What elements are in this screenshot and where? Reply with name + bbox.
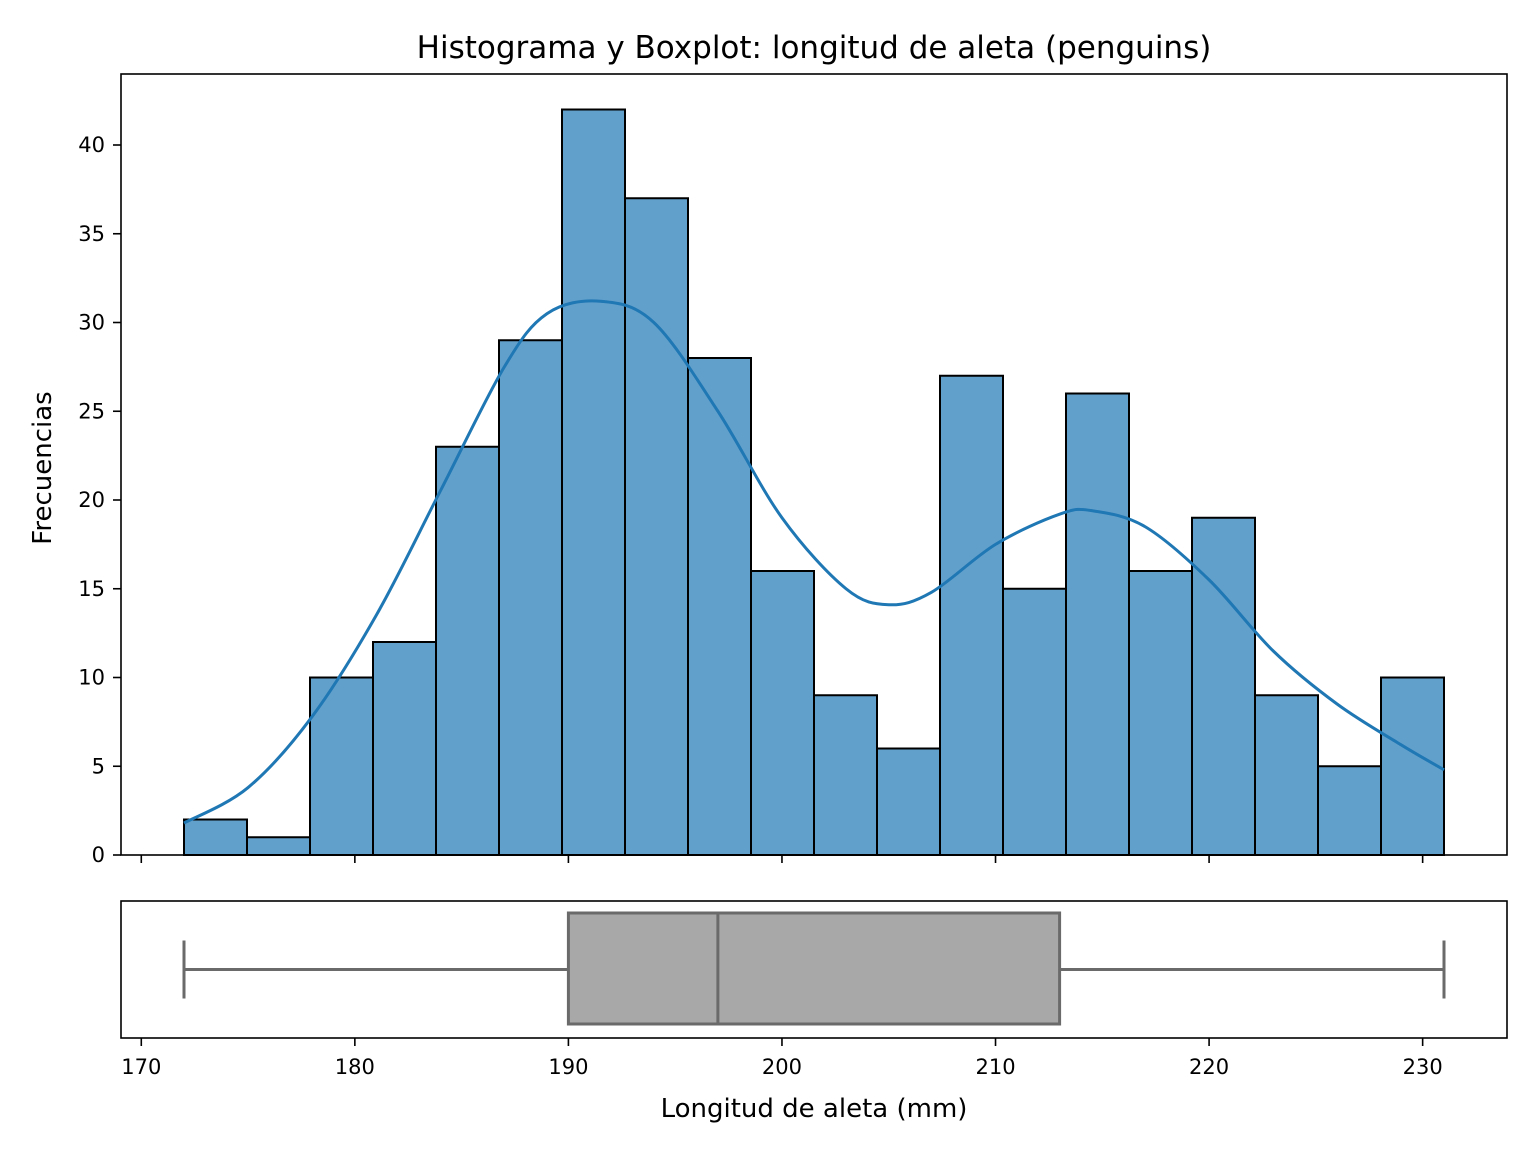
histogram-bar — [435, 445, 500, 856]
y-tick-label: 10 — [78, 666, 105, 690]
y-tick-label: 0 — [92, 843, 105, 867]
histogram-axes: 0 5 10 15 20 25 30 35 40 — [78, 73, 1508, 867]
y-tick-label: 15 — [78, 577, 105, 601]
histogram-bar — [498, 339, 563, 856]
histogram-bar — [813, 694, 878, 856]
x-tick-label: 220 — [1189, 1055, 1229, 1079]
y-tick-label: 40 — [78, 133, 105, 157]
histogram-bar — [246, 836, 311, 856]
histogram-bar — [1002, 587, 1067, 856]
chart-title: Histograma y Boxplot: longitud de aleta … — [417, 30, 1212, 66]
x-tick-label: 170 — [121, 1055, 161, 1079]
histogram-bar — [183, 818, 248, 856]
boxplot-axes: 170 180 190 200 210 220 230 — [120, 900, 1508, 1079]
x-tick-label: 210 — [975, 1055, 1015, 1079]
histogram-bar — [372, 641, 437, 856]
histogram-bar — [876, 747, 941, 856]
histogram-bar — [1128, 570, 1193, 856]
y-tick-label: 5 — [92, 754, 105, 778]
histogram-bar — [624, 197, 689, 856]
histogram-bar — [939, 374, 1004, 856]
y-tick-label: 25 — [78, 399, 105, 423]
y-tick-label: 30 — [78, 311, 105, 335]
y-tick-label: 20 — [78, 488, 105, 512]
x-tick-label: 190 — [548, 1055, 588, 1079]
x-axis-label: Longitud de aleta (mm) — [661, 1094, 968, 1124]
histogram-frame — [120, 73, 1508, 856]
histogram-bar — [1317, 765, 1382, 856]
boxplot-frame — [120, 900, 1508, 1039]
histogram-bar — [687, 357, 752, 856]
histogram-bar — [750, 570, 815, 856]
y-axis-label: Frecuencias — [28, 391, 58, 544]
box-iqr — [566, 911, 1062, 1026]
histogram-bar — [1380, 676, 1445, 856]
x-tick-label: 180 — [335, 1055, 375, 1079]
kde-line — [183, 299, 1445, 825]
histogram-bar — [1254, 694, 1319, 856]
y-tick-label: 35 — [78, 222, 105, 246]
histogram-bar — [561, 108, 626, 856]
histogram-bar — [1065, 392, 1130, 856]
x-tick-label: 200 — [762, 1055, 802, 1079]
x-tick-label: 230 — [1403, 1055, 1443, 1079]
histogram-bar — [1191, 516, 1256, 856]
